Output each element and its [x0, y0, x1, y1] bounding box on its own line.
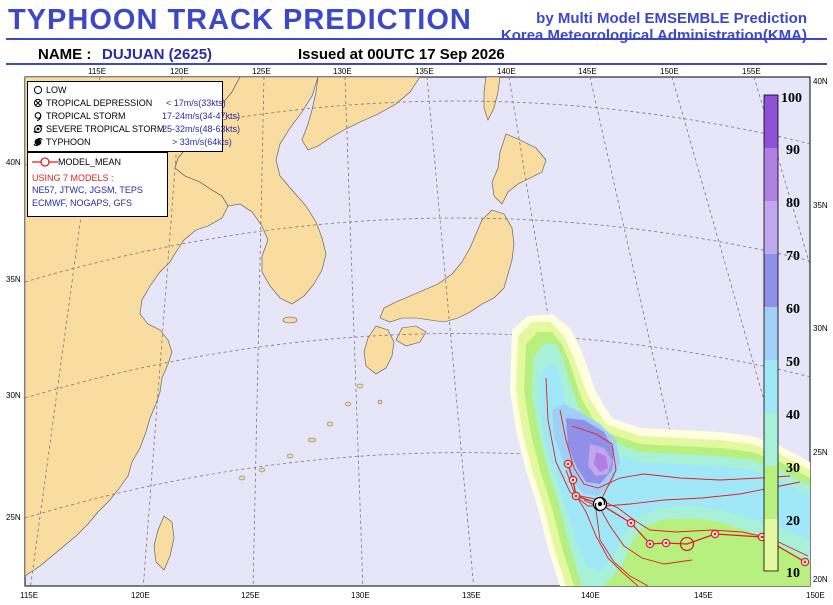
- lat-label-right: 20N: [813, 575, 828, 584]
- lon-label-bottom: 135E: [462, 591, 481, 600]
- land-hokkaido: [491, 133, 547, 205]
- lon-label-top: 125E: [252, 67, 271, 76]
- colorbar-label: 10: [786, 566, 800, 581]
- issued-time: Issued at 00UTC 17 Sep 2026: [298, 46, 505, 63]
- lon-label-top: 145E: [578, 67, 597, 76]
- lat-label-right: 35N: [813, 201, 828, 210]
- tropical-depression-icon: [33, 98, 43, 107]
- lon-label-bottom: 130E: [351, 591, 370, 600]
- legend-range: > 33m/s(64kts): [172, 137, 232, 147]
- using-models-label: USING 7 MODELS :: [32, 173, 114, 183]
- lon-label-top: 130E: [333, 67, 352, 76]
- prob-90: [594, 452, 608, 472]
- colorbar-label: 60: [786, 302, 800, 317]
- legend-row-td: TROPICAL DEPRESSION: [33, 96, 152, 109]
- colorbar-label: 20: [786, 514, 800, 529]
- low-icon: [33, 85, 43, 94]
- page-title: TYPHOON TRACK PREDICTION: [8, 4, 472, 36]
- legend-row-ts: TROPICAL STORM: [33, 109, 126, 122]
- model-legend: MODEL_MEAN USING 7 MODELS : NE57, JTWC, …: [27, 152, 168, 217]
- name-label: NAME :: [38, 46, 92, 63]
- colorbar: 100 90 80 70 60 50 40 30 20 10: [763, 91, 802, 581]
- model-mean-icon: [32, 157, 58, 167]
- colorbar-label: 50: [786, 355, 800, 370]
- lon-label-bottom: 120E: [131, 591, 150, 600]
- lat-label-right: 40N: [813, 77, 828, 86]
- ryukyu-islands: [238, 383, 383, 481]
- land-kyushu: [363, 325, 395, 375]
- legend-label: SEVERE TROPICAL STORM: [46, 123, 165, 134]
- models-list-1: NE57, JTWC, JGSM, TEPS: [32, 185, 143, 195]
- lon-label-top: 150E: [660, 67, 679, 76]
- land-honshu: [379, 209, 515, 323]
- legend-label: TYPHOON: [46, 136, 91, 147]
- land-russia: [301, 77, 421, 151]
- header-rule: [6, 38, 827, 40]
- lon-label-top: 115E: [88, 67, 106, 76]
- lon-label-bottom: 125E: [241, 591, 260, 600]
- colorbar-label: 80: [786, 196, 800, 211]
- prob-50: [540, 364, 810, 572]
- colorbar-label: 30: [786, 461, 800, 476]
- tropical-storm-icon: [34, 111, 42, 121]
- land-taiwan: [153, 515, 175, 571]
- colorbar-label: 100: [781, 91, 802, 106]
- legend-row-low: LOW: [33, 83, 67, 96]
- model-mean-label: MODEL_MEAN: [58, 157, 122, 167]
- graticule-parallels: [25, 100, 810, 519]
- models-list-2: ECMWF, NOGAPS, GFS: [32, 198, 133, 208]
- land-jeju: [282, 316, 298, 324]
- severe-tropical-storm-icon: [33, 124, 43, 133]
- current-typhoon-icon: [592, 496, 608, 512]
- colorbar-label: 40: [786, 408, 800, 423]
- lat-label-right: 25N: [813, 448, 828, 457]
- legend-row-ty: TYPHOON: [33, 135, 91, 148]
- lon-label-bottom: 140E: [581, 591, 600, 600]
- lon-label-top: 135E: [415, 67, 434, 76]
- source-line-1: by Multi Model EMSEMBLE Prediction: [536, 10, 807, 27]
- lat-label-right: 30N: [813, 324, 828, 333]
- lon-label-top: 155E: [742, 67, 761, 76]
- model-mean-track: [563, 459, 810, 567]
- legend-label: TROPICAL STORM: [46, 110, 126, 121]
- lon-label-bottom: 145E: [694, 591, 713, 600]
- lat-label-left: 35N: [6, 275, 21, 284]
- legend-range: < 17m/s(33kts): [166, 98, 226, 108]
- lon-label-top: 120E: [170, 67, 189, 76]
- lon-label-top: 140E: [497, 67, 516, 76]
- legend-range: 17-24m/s(34-47kts): [162, 111, 241, 121]
- subheader-rule: [6, 63, 827, 65]
- legend-label: LOW: [46, 84, 67, 95]
- colorbar-label: 90: [786, 143, 800, 158]
- lat-label-left: 25N: [6, 513, 21, 522]
- lon-label-bottom: 115E: [20, 591, 38, 600]
- land-shikoku: [395, 325, 427, 347]
- intensity-legend: LOW TROPICAL DEPRESSION TROPICAL STORM S…: [27, 81, 240, 152]
- land-sakhalin: [483, 77, 501, 121]
- colorbar-label: 70: [786, 249, 800, 264]
- typhoon-name: DUJUAN (2625): [102, 46, 213, 63]
- lat-label-left: 30N: [6, 391, 21, 400]
- typhoon-icon: [33, 137, 43, 146]
- low-marker: [679, 536, 695, 552]
- legend-label: TROPICAL DEPRESSION: [46, 97, 153, 108]
- legend-range: 25-32m/s(48-63kts): [162, 124, 241, 134]
- lat-label-left: 40N: [6, 158, 21, 167]
- lon-label-bottom: 150E: [806, 591, 825, 600]
- legend-row-sts: SEVERE TROPICAL STORM: [33, 122, 164, 135]
